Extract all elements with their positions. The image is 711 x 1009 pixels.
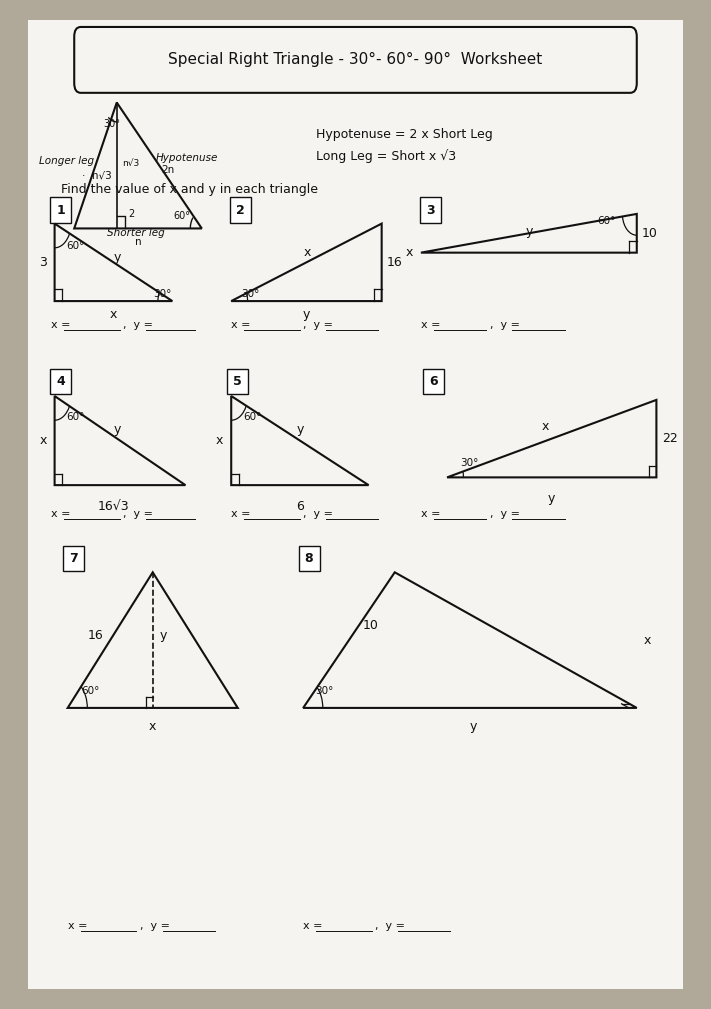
FancyBboxPatch shape: [63, 546, 84, 571]
Text: 3: 3: [39, 256, 47, 268]
FancyBboxPatch shape: [22, 10, 689, 999]
Text: x =: x =: [421, 510, 440, 520]
Text: ·  n√3: · n√3: [82, 171, 112, 181]
Text: n√3: n√3: [122, 159, 139, 169]
Text: x =: x =: [421, 320, 440, 330]
Text: 16: 16: [88, 629, 104, 642]
Text: x: x: [643, 634, 651, 647]
Text: y: y: [303, 308, 310, 321]
Text: Hypotenuse: Hypotenuse: [156, 152, 218, 162]
Text: 60°: 60°: [173, 211, 191, 221]
Text: 3: 3: [426, 204, 434, 217]
FancyBboxPatch shape: [227, 369, 247, 395]
Text: Shorter leg: Shorter leg: [107, 228, 165, 238]
FancyBboxPatch shape: [74, 27, 637, 93]
Text: x: x: [39, 434, 47, 447]
Text: 10: 10: [642, 227, 658, 240]
Text: y: y: [525, 225, 533, 238]
Text: 2: 2: [236, 204, 245, 217]
Text: Longer leg: Longer leg: [38, 155, 94, 165]
Text: y: y: [159, 629, 166, 642]
Text: 6: 6: [296, 499, 304, 513]
FancyBboxPatch shape: [419, 198, 441, 223]
Text: 4: 4: [56, 375, 65, 388]
Text: 22: 22: [662, 432, 678, 445]
Text: x =: x =: [303, 921, 323, 931]
Text: 8: 8: [305, 552, 314, 565]
Text: 30°: 30°: [103, 119, 120, 129]
FancyBboxPatch shape: [230, 198, 251, 223]
Text: 60°: 60°: [81, 686, 99, 696]
Text: ,  y =: , y =: [375, 921, 405, 931]
Text: x: x: [542, 420, 549, 433]
Text: x: x: [303, 246, 311, 259]
Text: 60°: 60°: [243, 412, 262, 422]
Text: y: y: [548, 492, 555, 504]
Text: x: x: [109, 308, 117, 321]
Text: x =: x =: [231, 320, 251, 330]
Text: 60°: 60°: [66, 413, 85, 423]
Text: 5: 5: [232, 375, 242, 388]
Text: 16: 16: [387, 256, 402, 268]
Text: x: x: [149, 719, 156, 733]
FancyBboxPatch shape: [299, 546, 319, 571]
Text: x: x: [216, 434, 223, 447]
Text: 16√3: 16√3: [97, 499, 129, 513]
Text: 30°: 30°: [153, 290, 171, 300]
Text: x =: x =: [51, 320, 71, 330]
Text: 60°: 60°: [597, 216, 616, 226]
Text: 60°: 60°: [66, 241, 85, 251]
Text: ,  y =: , y =: [123, 510, 154, 520]
Text: x =: x =: [68, 921, 87, 931]
Text: ,  y =: , y =: [490, 510, 520, 520]
Text: ,  y =: , y =: [123, 320, 154, 330]
Text: 1: 1: [56, 204, 65, 217]
Text: x =: x =: [231, 510, 251, 520]
Text: x: x: [406, 246, 413, 259]
Text: ,  y =: , y =: [490, 320, 520, 330]
Text: Hypotenuse = 2 x Short Leg: Hypotenuse = 2 x Short Leg: [316, 128, 493, 141]
Text: ,  y =: , y =: [303, 320, 333, 330]
Text: 30°: 30°: [315, 686, 333, 696]
Text: 2: 2: [128, 209, 134, 219]
FancyBboxPatch shape: [423, 369, 444, 395]
Text: 10: 10: [363, 620, 378, 632]
Text: y: y: [469, 719, 477, 733]
Text: ,  y =: , y =: [303, 510, 333, 520]
Text: x =: x =: [51, 510, 71, 520]
Text: 2n: 2n: [161, 165, 174, 176]
Text: Find the value of x and y in each triangle: Find the value of x and y in each triang…: [61, 184, 318, 196]
FancyBboxPatch shape: [50, 369, 71, 395]
Text: 30°: 30°: [460, 458, 479, 468]
FancyBboxPatch shape: [50, 198, 71, 223]
Text: Special Right Triangle - 30°- 60°- 90°  Worksheet: Special Right Triangle - 30°- 60°- 90° W…: [169, 52, 542, 68]
Text: n: n: [135, 237, 141, 247]
Text: ,  y =: , y =: [139, 921, 170, 931]
Text: 6: 6: [429, 375, 438, 388]
Text: 7: 7: [69, 552, 78, 565]
Text: Long Leg = Short x √3: Long Leg = Short x √3: [316, 149, 456, 162]
Text: y: y: [114, 424, 121, 437]
Text: 30°: 30°: [241, 290, 260, 300]
Text: y: y: [114, 251, 121, 264]
Text: y: y: [296, 424, 304, 437]
